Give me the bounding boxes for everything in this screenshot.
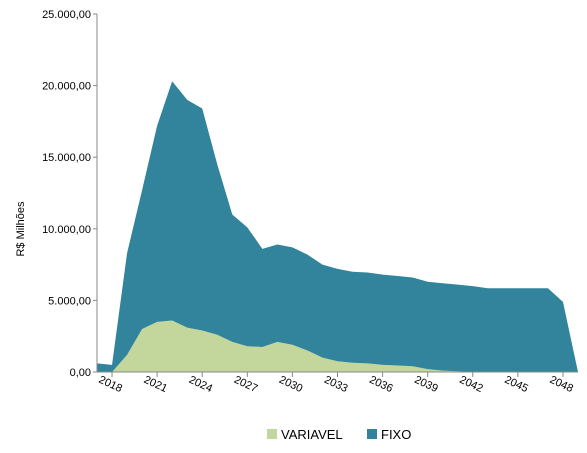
y-tick-label: 25.000,00: [42, 9, 91, 21]
y-tick-label: 0,00: [70, 367, 91, 379]
legend-label: VARIAVEL: [281, 427, 343, 442]
x-tick-label: 2045: [503, 374, 530, 395]
x-tick-label: 2039: [412, 374, 439, 395]
legend-swatch: [267, 429, 277, 439]
x-tick-label: 2021: [142, 374, 169, 395]
x-tick-label: 2036: [367, 374, 394, 395]
y-tick-label: 15.000,00: [42, 152, 91, 164]
x-tick-label: 2030: [277, 374, 304, 395]
y-tick-label: 10.000,00: [42, 224, 91, 236]
area: [97, 81, 578, 372]
x-tick-label: 2027: [232, 374, 259, 395]
y-tick-label: 20.000,00: [42, 81, 91, 93]
legend-swatch: [367, 429, 377, 439]
area: [97, 320, 578, 372]
y-tick-label: 5.000,00: [48, 295, 91, 307]
x-tick-label: 2024: [187, 374, 214, 395]
legend-label: FIXO: [381, 427, 411, 442]
x-tick-label: 2048: [548, 374, 575, 395]
y-axis-label: R$ Milhões: [15, 201, 27, 257]
x-tick-label: 2018: [97, 374, 124, 395]
x-tick-label: 2042: [458, 374, 485, 395]
x-tick-label: 2033: [322, 374, 349, 395]
